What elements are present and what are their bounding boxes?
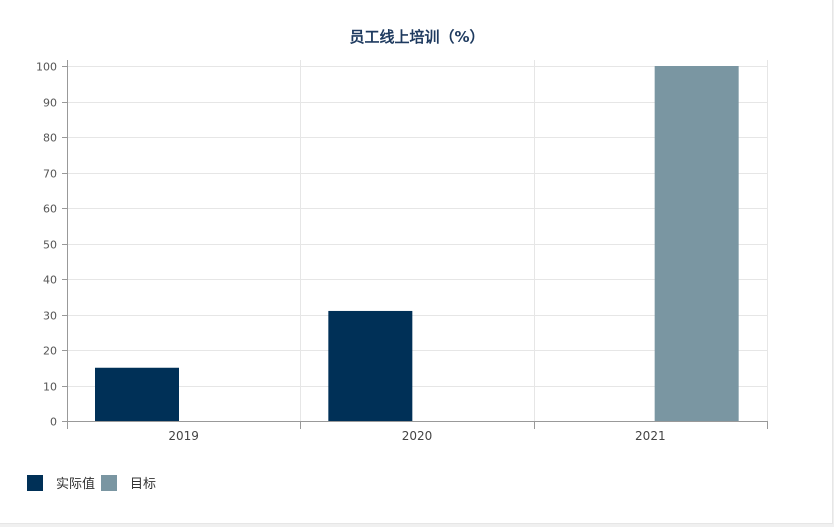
y-tick-label: 20: [43, 345, 57, 358]
y-tick-label: 10: [43, 381, 57, 394]
legend-item-target[interactable]: 目标: [101, 473, 156, 492]
legend-swatch-actual: [27, 474, 43, 491]
bar-actual-2019: [95, 367, 179, 421]
y-tick-label: 100: [36, 61, 57, 74]
legend-swatch-target: [101, 474, 118, 491]
bar-target-2021: [654, 66, 739, 421]
legend: 实际值 目标: [27, 473, 162, 492]
legend-label-target: 目标: [130, 477, 157, 492]
y-tick-label: 30: [43, 310, 57, 323]
y-tick-label: 90: [43, 97, 57, 110]
y-tick-label: 80: [43, 132, 57, 145]
chart-title: 员工线上培训（%）: [349, 28, 485, 46]
y-tick-label: 40: [43, 274, 57, 287]
y-tick-label: 0: [50, 416, 57, 429]
y-tick-label: 50: [43, 239, 57, 252]
legend-label-actual: 实际值: [56, 477, 96, 492]
x-tick-label: 2019: [168, 429, 199, 443]
y-tick-label: 70: [43, 168, 57, 181]
x-tick-label: 2020: [402, 429, 433, 443]
y-tick-label: 60: [43, 203, 57, 216]
bar-actual-2020: [328, 310, 413, 421]
legend-item-actual[interactable]: 实际值: [27, 473, 95, 492]
x-tick-label: 2021: [635, 429, 666, 443]
